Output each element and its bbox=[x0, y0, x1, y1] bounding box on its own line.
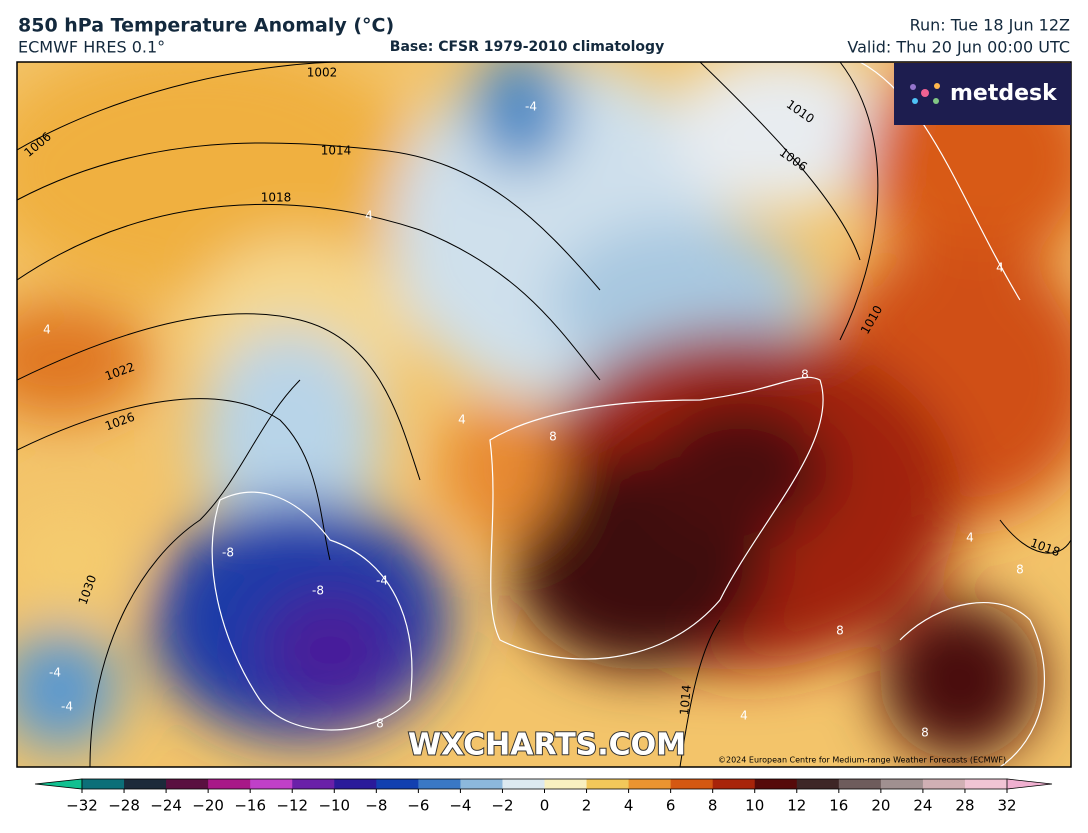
colorbar-segment bbox=[502, 779, 545, 789]
colorbar-tick-label: −16 bbox=[234, 797, 266, 815]
colorbar-segment bbox=[838, 779, 882, 789]
anomaly-label: -4 bbox=[525, 100, 537, 114]
colorbar-tick-label: 24 bbox=[913, 797, 932, 815]
anomaly-label: 4 bbox=[43, 323, 51, 337]
logo: metdesk bbox=[950, 81, 1058, 106]
colorbar-tick-label: 10 bbox=[745, 797, 764, 815]
anomaly-label: 8 bbox=[836, 624, 844, 638]
colorbar-segment bbox=[460, 779, 503, 789]
colorbar-tick-label: −2 bbox=[491, 797, 513, 815]
colorbar-tick-label: 28 bbox=[955, 797, 974, 815]
valid: Valid: Thu 20 Jun 00:00 UTC bbox=[847, 38, 1070, 57]
anomaly-label: -8 bbox=[222, 546, 234, 560]
logo-mark bbox=[910, 83, 940, 104]
anomaly-label: 4 bbox=[996, 261, 1004, 275]
colorbar-tick-label: −8 bbox=[365, 797, 387, 815]
colorbar-tick-label: −6 bbox=[407, 797, 429, 815]
anomaly-label: -4 bbox=[49, 666, 61, 680]
title: 850 hPa Temperature Anomaly (°C) bbox=[18, 15, 394, 37]
colorbar-tick-label: 2 bbox=[582, 797, 592, 815]
colorbar-tick-label: −28 bbox=[108, 797, 140, 815]
colorbar-tick-label: 6 bbox=[666, 797, 676, 815]
colorbar-segment bbox=[250, 779, 293, 789]
colorbar-tick-label: −10 bbox=[318, 797, 350, 815]
colorbar-tick-label: 16 bbox=[829, 797, 848, 815]
colorbar-tick-label: −24 bbox=[150, 797, 182, 815]
colorbar-segment bbox=[628, 779, 672, 789]
colorbar-segment bbox=[166, 779, 209, 789]
colorbar-segment bbox=[544, 779, 588, 789]
anomaly-label: -8 bbox=[312, 584, 324, 598]
anomaly-label: 4 bbox=[966, 531, 974, 545]
colorbar-segment bbox=[208, 779, 251, 789]
colorbar-segment bbox=[754, 779, 798, 789]
colorbar-segment bbox=[334, 779, 377, 789]
colorbar-tick-label: 20 bbox=[871, 797, 890, 815]
anomaly-label: 8 bbox=[1016, 563, 1024, 577]
colorbar-tick-label: −4 bbox=[449, 797, 471, 815]
anomaly-label: 8 bbox=[801, 368, 809, 382]
map bbox=[17, 62, 1071, 767]
colorbar-tick-label: 4 bbox=[624, 797, 634, 815]
colorbar-tick-label: −32 bbox=[66, 797, 98, 815]
isobar-label: 1014 bbox=[677, 684, 694, 716]
colorbar-segment bbox=[712, 779, 756, 789]
colorbar-high bbox=[1006, 778, 1053, 790]
isobar-label: 1002 bbox=[307, 66, 338, 80]
colorbar-segment bbox=[670, 779, 714, 789]
colorbar-segment bbox=[82, 779, 125, 789]
watermark: WXCHARTS.COM bbox=[408, 728, 686, 763]
colorbar: −32 −28 −24 −20 −16 −12 −10 −8 −6 −4 −2 0 2 4 6 8 10 12 16… bbox=[34, 778, 1053, 815]
colorbar-low bbox=[34, 778, 83, 790]
colorbar-tick-label: 32 bbox=[997, 797, 1016, 815]
colorbar-segment bbox=[586, 779, 630, 789]
colorbar-tick-label: −20 bbox=[192, 797, 224, 815]
colorbar-segment bbox=[124, 779, 167, 789]
colorbar-segment bbox=[292, 779, 335, 789]
colorbar-segment bbox=[964, 779, 1008, 789]
anomaly-label: 4 bbox=[740, 709, 748, 723]
map-frame bbox=[16, 61, 1072, 768]
base: Base: CFSR 1979-2010 climatology bbox=[390, 39, 664, 55]
colorbar-segment bbox=[922, 779, 966, 789]
colorbar-tick-label: 8 bbox=[708, 797, 718, 815]
anomaly-label: 8 bbox=[376, 717, 384, 731]
colorbar-segment bbox=[376, 779, 419, 789]
copyright: ©2024 European Centre for Medium-range W… bbox=[718, 756, 1006, 765]
anomaly-label: -4 bbox=[61, 700, 73, 714]
anomaly-label: 8 bbox=[549, 430, 557, 444]
colorbar-segment bbox=[880, 779, 924, 789]
run: Run: Tue 18 Jun 12Z bbox=[910, 16, 1070, 35]
isobar-label: 1018 bbox=[261, 191, 292, 205]
colorbar-segment bbox=[418, 779, 461, 789]
colorbar-tick-label: −12 bbox=[276, 797, 308, 815]
anomaly-label: -4 bbox=[376, 574, 388, 588]
colorbar-tick-label: 0 bbox=[540, 797, 550, 815]
model: ECMWF HRES 0.1° bbox=[18, 38, 165, 57]
colorbar-segment bbox=[796, 779, 840, 789]
isobar-label: 1014 bbox=[321, 144, 352, 158]
colorbar-tick-label: 12 bbox=[787, 797, 806, 815]
anomaly-label: 4 bbox=[458, 413, 466, 427]
anomaly-label: 4 bbox=[365, 209, 373, 223]
anomaly-label: 8 bbox=[921, 726, 929, 740]
